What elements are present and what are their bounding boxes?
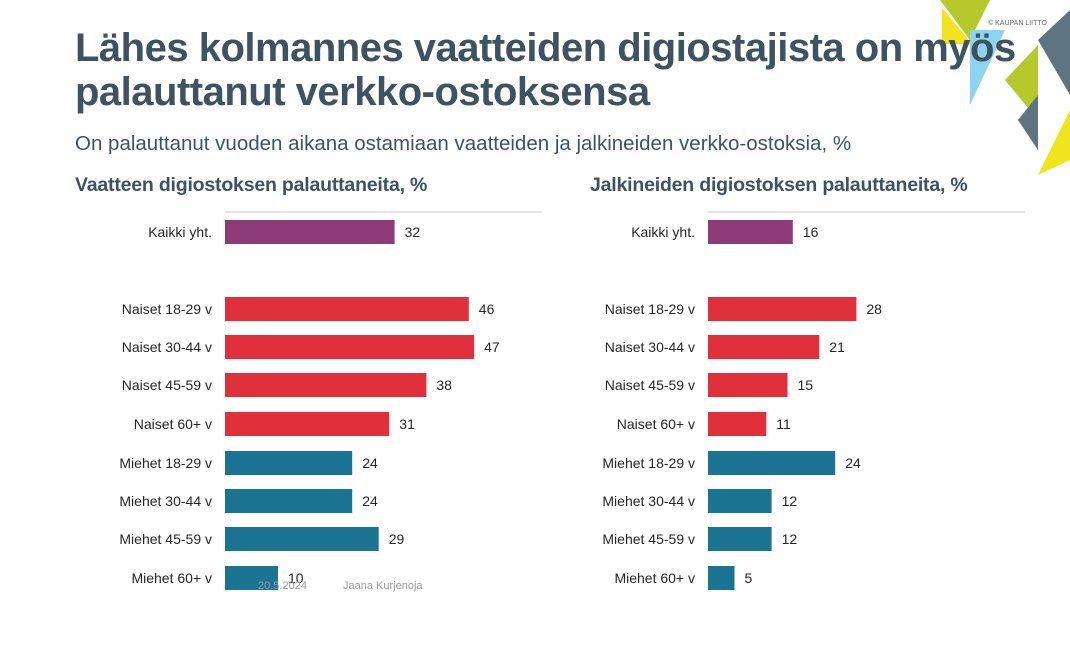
chart-panel-footwear: Kaikki yht. 16 Naiset 18-29 v 28 Naiset 30-4… (543, 205, 1043, 605)
bar-men (225, 489, 353, 513)
data-label: 24 (362, 493, 378, 509)
category-label: Naiset 18-29 v (122, 301, 212, 317)
data-label: 29 (389, 531, 405, 547)
data-label: 11 (776, 416, 791, 432)
data-label: 16 (803, 224, 819, 240)
category-label: Miehet 18-29 v (119, 455, 212, 471)
bar-men (708, 527, 772, 551)
bar-chart-footwear: Kaikki yht. 16 Naiset 18-29 v 28 Naiset 30-4… (602, 211, 1025, 590)
data-label: 32 (405, 224, 421, 240)
category-label: Miehet 18-29 v (602, 455, 695, 471)
category-label: Miehet 30-44 v (602, 493, 695, 509)
data-label: 12 (782, 493, 798, 509)
deco-yellow-triangle (942, 8, 972, 44)
data-label: 38 (436, 377, 452, 393)
category-label: Naiset 45-59 v (122, 377, 212, 393)
deco-blue-triangle (970, 30, 1005, 105)
copyright-text: © KAUPAN LIITTO (988, 20, 1047, 27)
deco-lime-triangle-2 (1005, 45, 1038, 120)
data-label: 21 (829, 339, 845, 355)
data-label: 24 (362, 455, 378, 471)
data-label: 5 (745, 570, 753, 586)
data-label: 24 (845, 455, 861, 471)
data-label: 47 (484, 339, 500, 355)
category-label: Kaikki yht. (148, 224, 212, 240)
data-label: 46 (479, 301, 495, 317)
category-label: Miehet 45-59 v (602, 531, 695, 547)
page-title: Lähes kolmannes vaatteiden digiostajista… (75, 26, 1016, 114)
bar-men (225, 527, 379, 551)
decorative-triangles (940, 0, 1070, 175)
category-label: Naiset 45-59 v (605, 377, 695, 393)
bar-men (225, 566, 278, 590)
deco-gray-triangle (1038, 10, 1070, 95)
chart-title-clothing: Vaatteen digiostoksen palauttaneita, % (75, 174, 428, 196)
data-label: 31 (399, 416, 415, 432)
category-label: Naiset 60+ v (617, 416, 695, 432)
bar-women (708, 373, 788, 397)
data-label: 12 (782, 531, 798, 547)
bar-women (708, 412, 767, 436)
category-label: Naiset 60+ v (134, 416, 212, 432)
deco-lime-triangle (940, 0, 990, 40)
chart-panel-clothing: Kaikki yht. 32 Naiset 18-29 v 46 Naiset 30-4… (60, 205, 560, 605)
bar-women (225, 373, 427, 397)
chart-title-footwear: Jalkineiden digiostoksen palauttaneita, … (590, 174, 968, 196)
bar-women (708, 335, 820, 359)
deco-gray-triangle-2 (1018, 95, 1038, 150)
bar-all (708, 220, 793, 244)
data-label: 28 (866, 301, 882, 317)
data-label: 10 (288, 570, 304, 586)
bar-women (225, 335, 475, 359)
footer-author: Jaana Kurjenoja (343, 580, 423, 592)
bar-women (225, 412, 390, 436)
category-label: Miehet 60+ v (131, 570, 212, 586)
category-label: Naiset 30-44 v (605, 339, 695, 355)
bar-men (225, 451, 353, 475)
category-label: Miehet 60+ v (614, 570, 695, 586)
data-label: 15 (798, 377, 814, 393)
bar-all (225, 220, 395, 244)
bar-men (708, 451, 836, 475)
bar-men (708, 489, 772, 513)
bar-men (708, 566, 735, 590)
category-label: Miehet 45-59 v (119, 531, 212, 547)
category-label: Kaikki yht. (631, 224, 695, 240)
bar-chart-clothing: Kaikki yht. 32 Naiset 18-29 v 46 Naiset 30-4… (119, 211, 542, 590)
footer-date: 20.5.2024 (258, 580, 307, 592)
bar-women (708, 297, 857, 321)
page-subtitle: On palauttanut vuoden aikana ostamiaan v… (75, 132, 852, 155)
category-label: Naiset 30-44 v (122, 339, 212, 355)
bar-women (225, 297, 469, 321)
category-label: Naiset 18-29 v (605, 301, 695, 317)
category-label: Miehet 30-44 v (119, 493, 212, 509)
deco-yellow-triangle-2 (1038, 110, 1070, 175)
